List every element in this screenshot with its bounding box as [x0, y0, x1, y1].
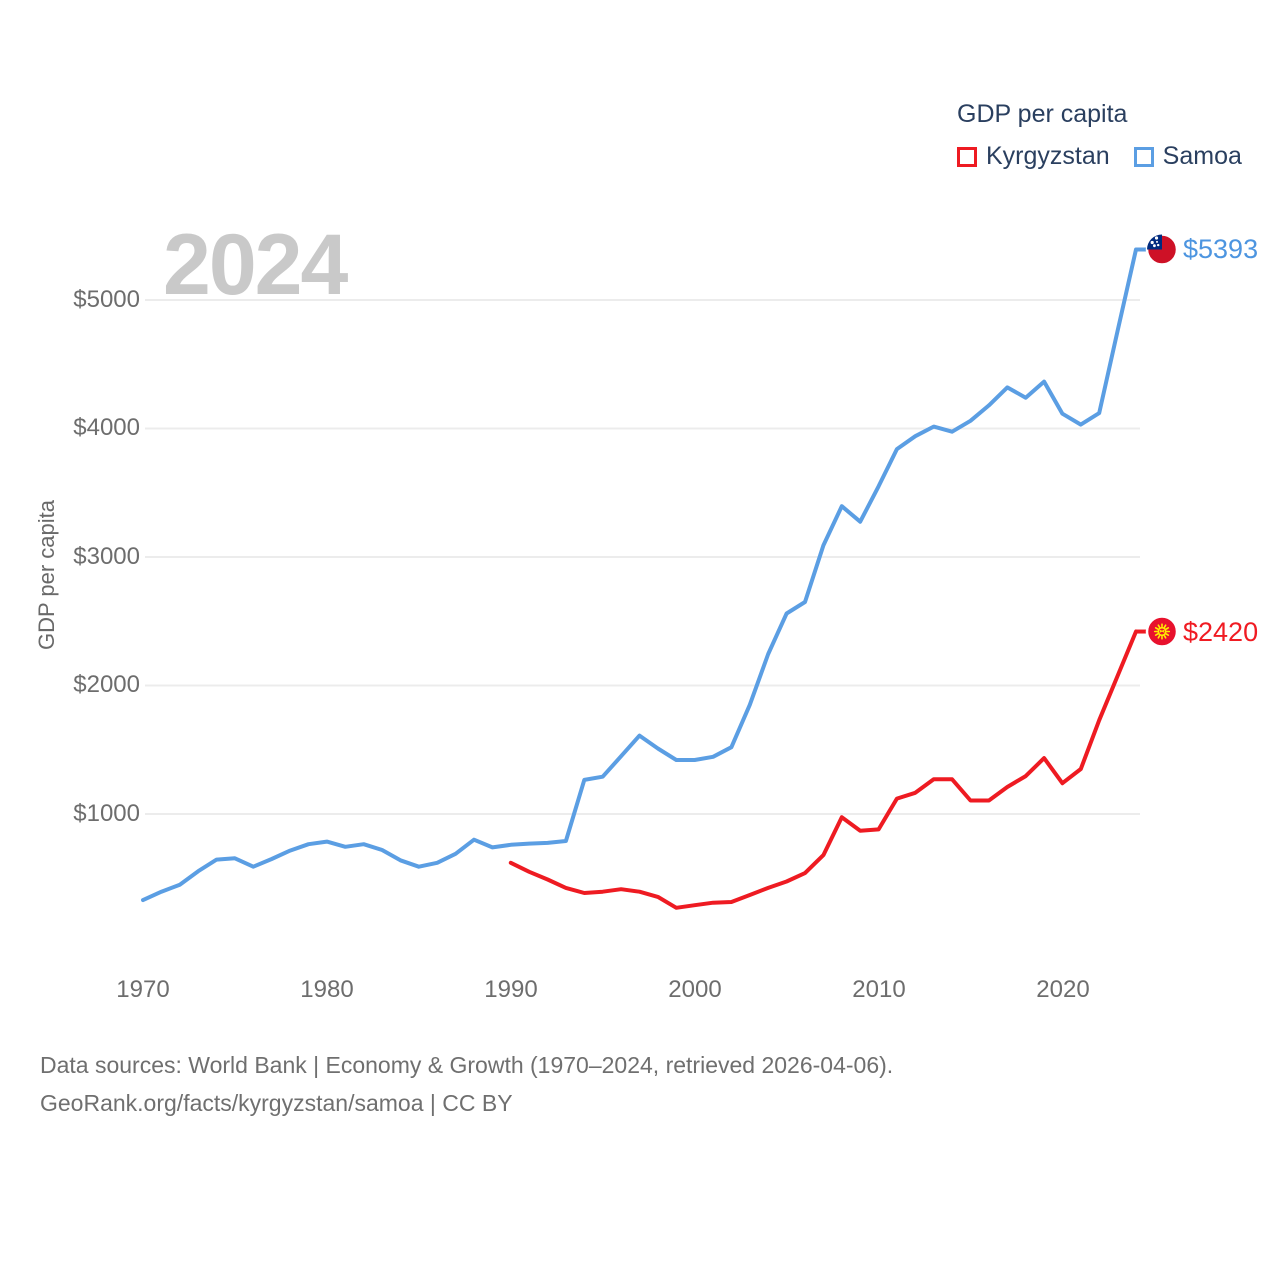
y-tick-label: $1000	[73, 800, 140, 827]
y-tick-label: $3000	[73, 543, 140, 570]
kyrgyzstan-flag-icon	[1145, 615, 1179, 648]
samoa-end-value-label: $5393	[1183, 234, 1259, 264]
samoa-swatch-icon	[1133, 146, 1154, 167]
data-sources-footer: Data sources: World Bank | Economy & Gro…	[40, 1046, 893, 1122]
legend-item-label: Kyrgyzstan	[986, 142, 1110, 170]
x-tick-label: 2020	[1036, 976, 1090, 1003]
samoa-flag-icon	[1145, 233, 1179, 266]
footer-line-2: GeoRank.org/facts/kyrgyzstan/samoa | CC …	[40, 1090, 513, 1116]
samoa-line	[141, 247, 1138, 903]
kyrgyzstan-end-value-label: $2420	[1183, 617, 1259, 647]
x-tick-label: 1970	[116, 976, 170, 1003]
legend-item-kyrgyzstan[interactable]: Kyrgyzstan	[957, 142, 1110, 171]
legend-item-label: Samoa	[1162, 142, 1242, 170]
kyrgyzstan-line	[508, 629, 1138, 910]
x-tick-label: 1990	[484, 976, 538, 1003]
legend-items: Kyrgyzstan Samoa	[957, 142, 1242, 171]
x-tick-label: 2010	[852, 976, 906, 1003]
x-tick-label: 1980	[300, 976, 354, 1003]
y-tick-label: $4000	[73, 414, 140, 441]
legend: GDP per capita Kyrgyzstan Samoa	[957, 100, 1242, 171]
y-tick-label: $2000	[73, 671, 140, 698]
series-lines	[141, 247, 1148, 910]
kyrgyzstan-swatch-icon	[957, 146, 977, 167]
x-tick-label: 2000	[668, 976, 722, 1003]
gridlines	[145, 299, 1140, 815]
footer-line-1: Data sources: World Bank | Economy & Gro…	[40, 1052, 894, 1078]
y-tick-label: $5000	[73, 286, 140, 313]
legend-title: GDP per capita	[957, 100, 1128, 128]
legend-item-samoa[interactable]: Samoa	[1133, 142, 1242, 171]
year-watermark: 2024	[163, 217, 348, 313]
